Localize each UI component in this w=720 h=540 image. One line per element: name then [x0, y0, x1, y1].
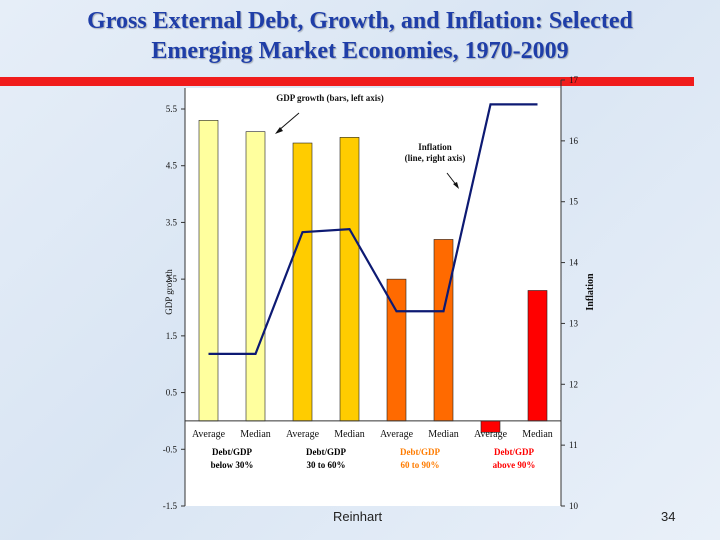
- y-tick-label: 5.5: [166, 104, 178, 114]
- bar: [339, 137, 360, 422]
- y2-tick-label: 11: [569, 440, 578, 450]
- title-rule: [0, 77, 694, 86]
- y-tick-label: 1.5: [166, 331, 178, 341]
- y2-tick-label: 17: [569, 75, 579, 85]
- bar: [292, 142, 313, 422]
- category-label: Median: [522, 429, 553, 440]
- y-tick-label: 0.5: [166, 388, 178, 398]
- axis-layer: 5.5 4.5 3.5 2.5 1.5 0.5 -0.5 -1.5 17 16 15 14 13 12 11…: [163, 75, 579, 511]
- category-label: Average: [380, 429, 414, 440]
- y2-tick-label: 15: [569, 197, 579, 207]
- footer-source: Reinhart: [333, 509, 383, 524]
- category-label: Average: [192, 429, 226, 440]
- title-line-2: Emerging Market Economies, 1970-2009: [151, 38, 569, 64]
- group-label-line2: below 30%: [211, 460, 254, 470]
- y-tick-label: 4.5: [166, 161, 178, 171]
- group-label-line2: above 90%: [493, 460, 536, 470]
- annotation-gdp-arrowhead: [275, 127, 283, 134]
- page-number: 34: [661, 509, 676, 524]
- y-tick-label: 3.5: [166, 217, 178, 227]
- group-label-line2: 30 to 60%: [307, 460, 346, 470]
- category-label: Median: [240, 429, 271, 440]
- annotation-inflation-line2: (line, right axis): [405, 153, 466, 163]
- plot-area: [185, 88, 561, 506]
- category-label: Average: [286, 429, 320, 440]
- slide-title: Gross External Debt, Growth, and Inflati…: [0, 6, 720, 66]
- bar: [198, 120, 219, 422]
- group-label-line1: Debt/GDP: [212, 447, 252, 457]
- y-tick-label: 2.5: [166, 274, 178, 284]
- group-label-line1: Debt/GDP: [494, 447, 534, 457]
- annotation-gdp: GDP growth (bars, left axis): [276, 93, 384, 103]
- y2-axis-title: Inflation: [585, 273, 596, 311]
- group-label-line2: 60 to 90%: [401, 460, 440, 470]
- group-label-line1: Debt/GDP: [400, 447, 440, 457]
- annotation-inflation-arrowhead: [453, 182, 459, 189]
- category-label: Average: [474, 429, 508, 440]
- bars-layer: [198, 120, 548, 433]
- group-label-line1: Debt/GDP: [306, 447, 346, 457]
- bar: [245, 131, 266, 422]
- title-line-1: Gross External Debt, Growth, and Inflati…: [87, 8, 633, 34]
- y2-tick-label: 10: [569, 501, 579, 511]
- y2-tick-label: 12: [569, 379, 578, 389]
- y-tick-label: -0.5: [163, 444, 178, 454]
- y-axis-title: GDP growth: [164, 269, 174, 315]
- inflation-line: [208, 103, 538, 355]
- annotation-inflation-line1: Inflation: [418, 142, 452, 152]
- y2-tick-label: 14: [569, 258, 579, 268]
- category-label: Median: [428, 429, 459, 440]
- y-tick-label: -1.5: [163, 501, 178, 511]
- annotation-gdp-arrow: [277, 112, 300, 132]
- bar: [527, 290, 548, 422]
- bar: [433, 239, 454, 422]
- line-layer: [208, 103, 538, 355]
- category-label: Median: [334, 429, 365, 440]
- y2-tick-label: 16: [569, 136, 579, 146]
- y2-tick-label: 13: [569, 318, 579, 328]
